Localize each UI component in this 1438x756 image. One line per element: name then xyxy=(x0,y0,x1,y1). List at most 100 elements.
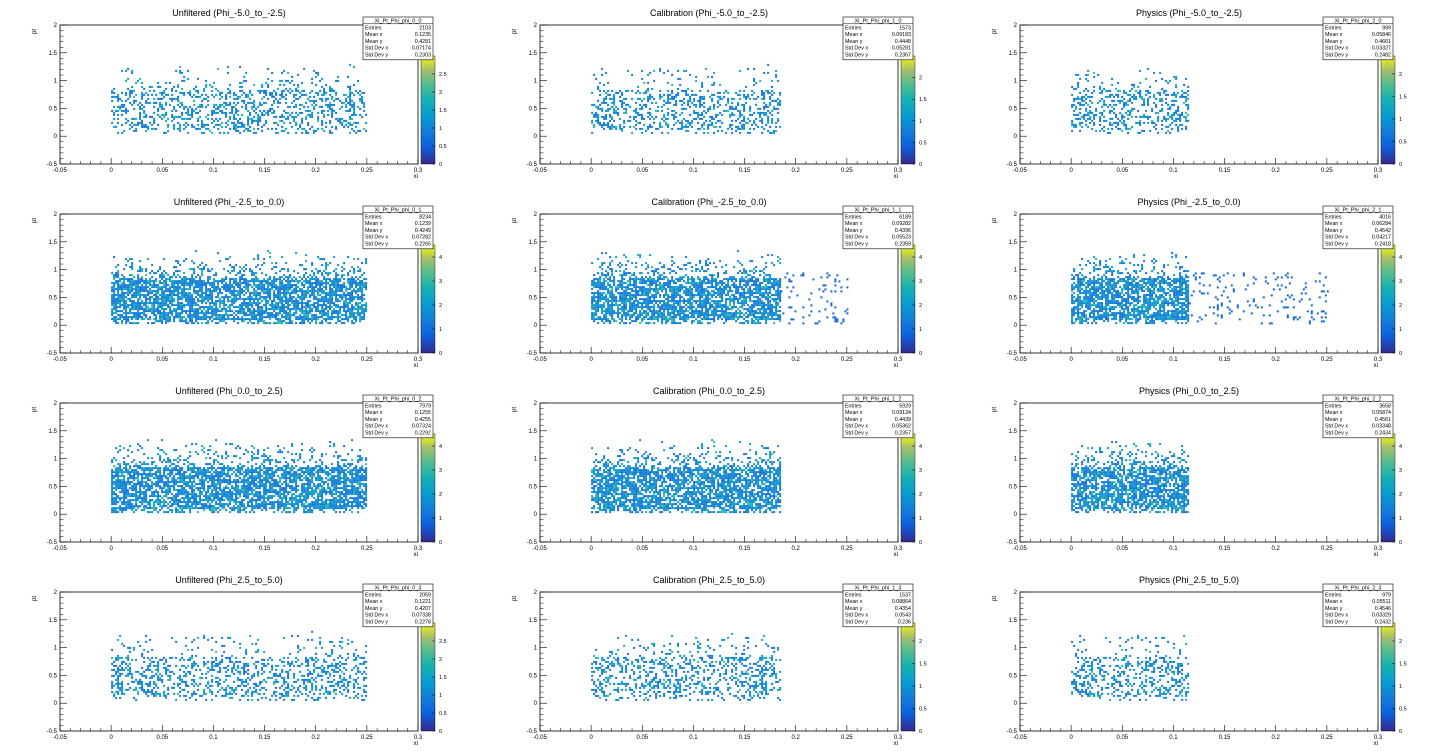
y-tick-label: 2 xyxy=(1014,23,1018,29)
x-tick-label: 0.2 xyxy=(792,168,801,174)
stats-label: Std Dev y xyxy=(365,242,388,248)
y-tick-label: 0.5 xyxy=(49,295,58,301)
x-tick-label: 0.3 xyxy=(1374,168,1383,174)
x-tick-label: 0.3 xyxy=(1374,357,1383,363)
stats-value: 0.4249 xyxy=(415,228,431,234)
stats-value: 0.08864 xyxy=(892,599,911,605)
x-tick-label: 0.1 xyxy=(689,168,698,174)
stats-label: Mean x xyxy=(845,221,863,227)
x-axis: -0.05 0 0.05 0.1 0.15 0.2 0.25 0.3xi xyxy=(1013,536,1383,558)
stats-value: 0.05362 xyxy=(892,424,911,430)
x-axis: -0.05 0 0.05 0.1 0.15 0.2 0.25 0.3xi xyxy=(1013,347,1383,369)
colour-scale: 0 0.5 1 1.5 2 xyxy=(1380,55,1407,168)
x-tick-label: 0.05 xyxy=(156,168,168,174)
z-tick-label: 2.5 xyxy=(439,72,447,78)
stats-label: Mean y xyxy=(1325,606,1343,612)
y-tick-label: 1 xyxy=(534,646,538,652)
panel-title: Unfiltered (Phi_0.0_to_2.5) xyxy=(175,386,283,396)
x-tick-label: 0 xyxy=(1069,168,1073,174)
panel-title: Calibration (Phi_2.5_to_5.0) xyxy=(653,575,765,585)
z-tick-label: 0.5 xyxy=(1399,707,1407,713)
histogram-panel-1: Calibration (Phi_-5.0_to_-2.5) -0.05 0 0.05… xyxy=(512,8,927,180)
stats-label: Entries xyxy=(365,214,382,220)
x-tick-label: 0.1 xyxy=(1169,546,1178,552)
stats-label: Mean y xyxy=(1325,417,1343,423)
stats-label: Std Dev x xyxy=(1325,424,1348,430)
x-axis: -0.05 0 0.05 0.1 0.15 0.2 0.25 0.3xi xyxy=(1013,725,1383,747)
y-tick-label: 2 xyxy=(1014,401,1018,407)
x-tick-label: -0.05 xyxy=(533,546,547,552)
z-tick-label: 0.5 xyxy=(1399,140,1407,146)
histogram-panel-11: Physics (Phi_2.5_to_5.0) -0.05 0 0.05 0.1 0.1… xyxy=(992,575,1407,747)
y-tick-label: 1 xyxy=(54,646,58,652)
z-tick-label: 2 xyxy=(439,492,442,498)
y-tick-label: 1 xyxy=(54,457,58,463)
z-tick-label: 2 xyxy=(439,303,442,309)
stats-label: Std Dev x xyxy=(845,424,868,430)
x-tick-label: 0.05 xyxy=(636,168,648,174)
y-tick-label: 0 xyxy=(534,701,538,707)
x-tick-label: -0.05 xyxy=(533,168,547,174)
y-tick-label: -0.5 xyxy=(1007,351,1018,357)
stats-label: Mean x xyxy=(845,32,863,38)
z-tick-label: 0 xyxy=(439,540,442,546)
z-tick-label: 2 xyxy=(1399,492,1402,498)
stats-name: Xi_Pt_Phi_phi_2_0 xyxy=(1335,19,1382,25)
stats-value: 0.2367 xyxy=(895,53,911,59)
stats-label: Mean x xyxy=(845,410,863,416)
heatmap-cells xyxy=(1071,67,1190,134)
stats-label: Std Dev x xyxy=(845,613,868,619)
colour-scale: 0 1 2 3 4 xyxy=(420,433,442,546)
x-tick-label: 0.05 xyxy=(156,546,168,552)
y-tick-label: 0 xyxy=(1014,701,1018,707)
stats-value: 0.4439 xyxy=(895,417,911,423)
stats-value: 0.05523 xyxy=(892,235,911,241)
x-axis: -0.05 0 0.05 0.1 0.15 0.2 0.25 0.3xi xyxy=(53,725,423,747)
x-tick-label: 0.3 xyxy=(414,546,423,552)
histogram-panel-7: Calibration (Phi_0.0_to_2.5) -0.05 0 0.05 0.… xyxy=(512,386,922,558)
y-tick-label: 1.5 xyxy=(1009,429,1018,435)
z-tick-label: 1 xyxy=(1399,516,1402,522)
y-tick-label: 1 xyxy=(534,457,538,463)
stats-label: Std Dev y xyxy=(1325,242,1348,248)
x-tick-label: 0.3 xyxy=(894,357,903,363)
y-tick-label: -0.5 xyxy=(47,351,58,357)
x-tick-label: -0.05 xyxy=(1013,357,1027,363)
x-tick-label: 0 xyxy=(109,168,113,174)
stats-value: 0.4281 xyxy=(415,39,431,45)
heatmap-cells xyxy=(1071,252,1329,325)
y-tick-label: 1.5 xyxy=(49,51,58,57)
z-tick-label: 0 xyxy=(919,351,922,357)
y-tick-label: 1 xyxy=(1014,457,1018,463)
z-tick-label: 0.5 xyxy=(919,140,927,146)
x-tick-label: -0.05 xyxy=(1013,735,1027,741)
stats-name: Xi_Pt_Phi_phi_1_1 xyxy=(855,208,902,214)
x-axis-label: xi xyxy=(1374,741,1378,747)
y-tick-label: 0 xyxy=(534,134,538,140)
x-tick-label: 0.25 xyxy=(841,735,853,741)
x-tick-label: 0 xyxy=(1069,546,1073,552)
y-tick-label: 1.5 xyxy=(1009,240,1018,246)
x-tick-label: 0.25 xyxy=(841,546,853,552)
y-tick-label: 0.5 xyxy=(1009,295,1018,301)
x-tick-label: 0.2 xyxy=(1272,546,1281,552)
x-axis: -0.05 0 0.05 0.1 0.15 0.2 0.25 0.3xi xyxy=(53,536,423,558)
stats-label: Entries xyxy=(365,592,382,598)
z-tick-label: 1.5 xyxy=(919,662,927,668)
panel-title: Unfiltered (Phi_2.5_to_5.0) xyxy=(175,575,283,585)
x-tick-label: 0 xyxy=(109,735,113,741)
x-tick-label: 0.3 xyxy=(414,357,423,363)
x-tick-label: 0.15 xyxy=(1219,546,1231,552)
y-tick-label: -0.5 xyxy=(47,162,58,168)
z-tick-label: 0 xyxy=(439,729,442,735)
stats-value: 0.1255 xyxy=(415,410,431,416)
stats-value: 0.2418 xyxy=(1375,242,1391,248)
x-tick-label: 0.2 xyxy=(792,735,801,741)
x-tick-label: 0.3 xyxy=(414,735,423,741)
y-tick-label: 1 xyxy=(534,268,538,274)
z-tick-label: 2 xyxy=(919,492,922,498)
x-tick-label: -0.05 xyxy=(53,546,67,552)
stats-label: Std Dev x xyxy=(365,613,388,619)
z-tick-label: 3 xyxy=(439,468,442,474)
